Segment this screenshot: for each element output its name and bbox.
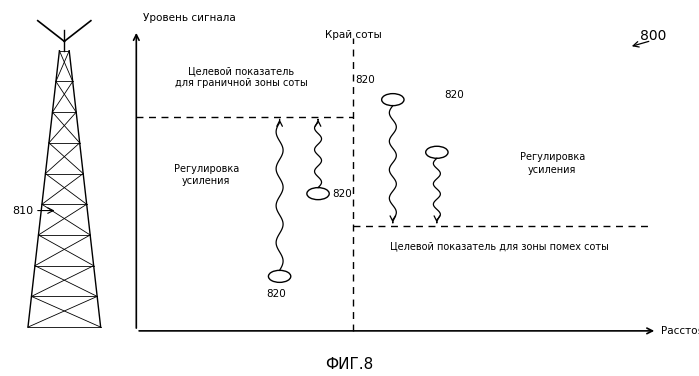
Text: 800: 800	[640, 29, 667, 43]
Text: Регулировка
усиления: Регулировка усиления	[519, 152, 585, 175]
Text: Регулировка
усиления: Регулировка усиления	[173, 164, 239, 186]
Text: Целевой показатель
для граничной зоны соты: Целевой показатель для граничной зоны со…	[175, 66, 308, 88]
Text: 820: 820	[445, 90, 464, 100]
Text: Расстояние: Расстояние	[661, 326, 699, 336]
Text: 820: 820	[266, 289, 286, 299]
Text: ФИГ.8: ФИГ.8	[325, 357, 374, 372]
Text: 820: 820	[355, 75, 375, 85]
Text: Уровень сигнала: Уровень сигнала	[143, 12, 236, 23]
Text: Край соты: Край соты	[324, 30, 382, 40]
Text: Целевой показатель для зоны помех соты: Целевой показатель для зоны помех соты	[390, 241, 610, 251]
Text: 820: 820	[333, 190, 352, 199]
Text: 810: 810	[13, 206, 34, 215]
